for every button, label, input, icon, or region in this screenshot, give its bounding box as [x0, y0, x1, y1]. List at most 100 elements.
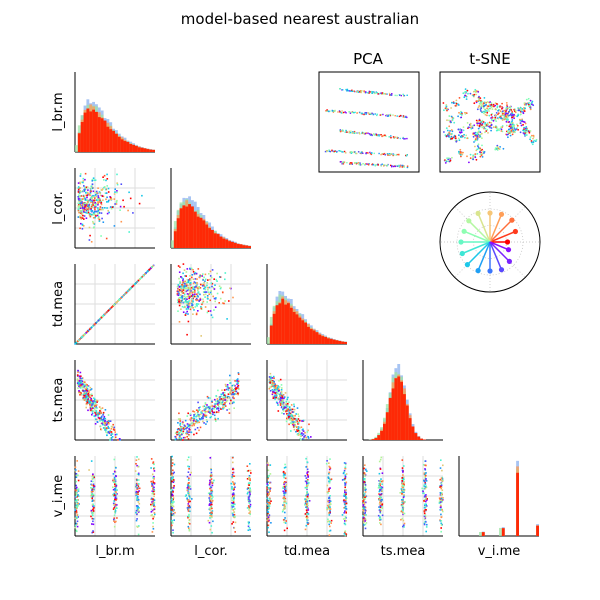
point — [209, 492, 211, 494]
point — [99, 192, 101, 194]
point — [222, 399, 225, 401]
point — [107, 310, 109, 312]
point — [231, 512, 234, 515]
point — [222, 392, 224, 394]
point — [201, 418, 203, 420]
point — [246, 488, 249, 490]
point — [90, 509, 93, 512]
hist-bar — [126, 141, 130, 152]
point — [185, 301, 188, 304]
point — [230, 389, 233, 391]
point — [87, 400, 90, 402]
pca-point — [392, 136, 395, 138]
point — [180, 308, 182, 310]
point — [204, 288, 207, 291]
point — [173, 463, 176, 466]
tsne-point — [495, 112, 498, 114]
point — [89, 403, 91, 406]
point — [198, 286, 200, 288]
hist-bar — [284, 304, 287, 344]
point — [300, 433, 302, 435]
point — [401, 480, 403, 482]
point — [188, 431, 191, 433]
point — [113, 507, 115, 509]
pca-point — [384, 134, 386, 136]
point — [209, 500, 212, 502]
point — [268, 491, 270, 493]
point — [209, 275, 212, 277]
point — [283, 495, 285, 497]
pca-point — [385, 114, 387, 117]
point — [191, 298, 194, 300]
pca-point — [387, 115, 389, 117]
point — [100, 200, 102, 203]
point — [178, 271, 181, 273]
point — [152, 522, 154, 524]
point — [77, 387, 79, 389]
point — [151, 482, 153, 485]
point — [177, 265, 180, 267]
pca-point — [367, 164, 370, 166]
point — [82, 397, 85, 399]
point — [92, 397, 95, 399]
point — [178, 289, 181, 291]
point — [206, 404, 208, 406]
point — [105, 421, 107, 424]
point — [174, 435, 176, 438]
pca-point — [386, 93, 388, 95]
point — [84, 395, 87, 397]
point — [99, 425, 102, 427]
pca-point — [399, 137, 401, 140]
point — [272, 391, 274, 393]
point — [97, 210, 100, 213]
pca-panel: PCA — [318, 50, 420, 173]
point — [115, 498, 118, 500]
point — [305, 477, 308, 479]
point — [423, 496, 426, 498]
point — [195, 286, 198, 289]
point — [85, 186, 88, 189]
point — [345, 520, 347, 522]
hist-bar — [405, 405, 409, 440]
row-label-ts.mea: ts.mea — [51, 378, 66, 423]
pca-point — [376, 163, 379, 166]
point — [180, 300, 183, 303]
point — [86, 384, 88, 386]
point — [293, 405, 295, 408]
point — [269, 382, 271, 384]
point — [282, 519, 285, 521]
point — [90, 190, 92, 192]
hist-bar — [380, 430, 383, 440]
point — [424, 494, 426, 497]
pca-point — [383, 165, 385, 167]
point — [84, 385, 86, 387]
point — [306, 486, 308, 488]
point — [91, 514, 94, 517]
point — [233, 497, 235, 499]
point — [423, 484, 426, 487]
point — [92, 211, 95, 214]
point — [283, 474, 286, 476]
point — [184, 495, 187, 497]
point — [75, 495, 78, 497]
point — [304, 513, 307, 515]
point — [270, 384, 273, 386]
point — [305, 436, 307, 439]
point — [223, 404, 225, 407]
point — [284, 477, 287, 480]
point — [116, 173, 118, 176]
point — [218, 403, 221, 405]
point — [193, 272, 196, 275]
point — [81, 217, 84, 219]
point — [425, 509, 427, 511]
point — [379, 512, 382, 514]
point — [87, 409, 89, 412]
point — [307, 493, 309, 496]
point — [80, 336, 83, 339]
point — [183, 427, 185, 430]
hist-bar — [408, 418, 412, 440]
pca-point — [353, 130, 356, 133]
point — [82, 181, 84, 184]
point — [210, 525, 213, 527]
point — [268, 506, 270, 509]
